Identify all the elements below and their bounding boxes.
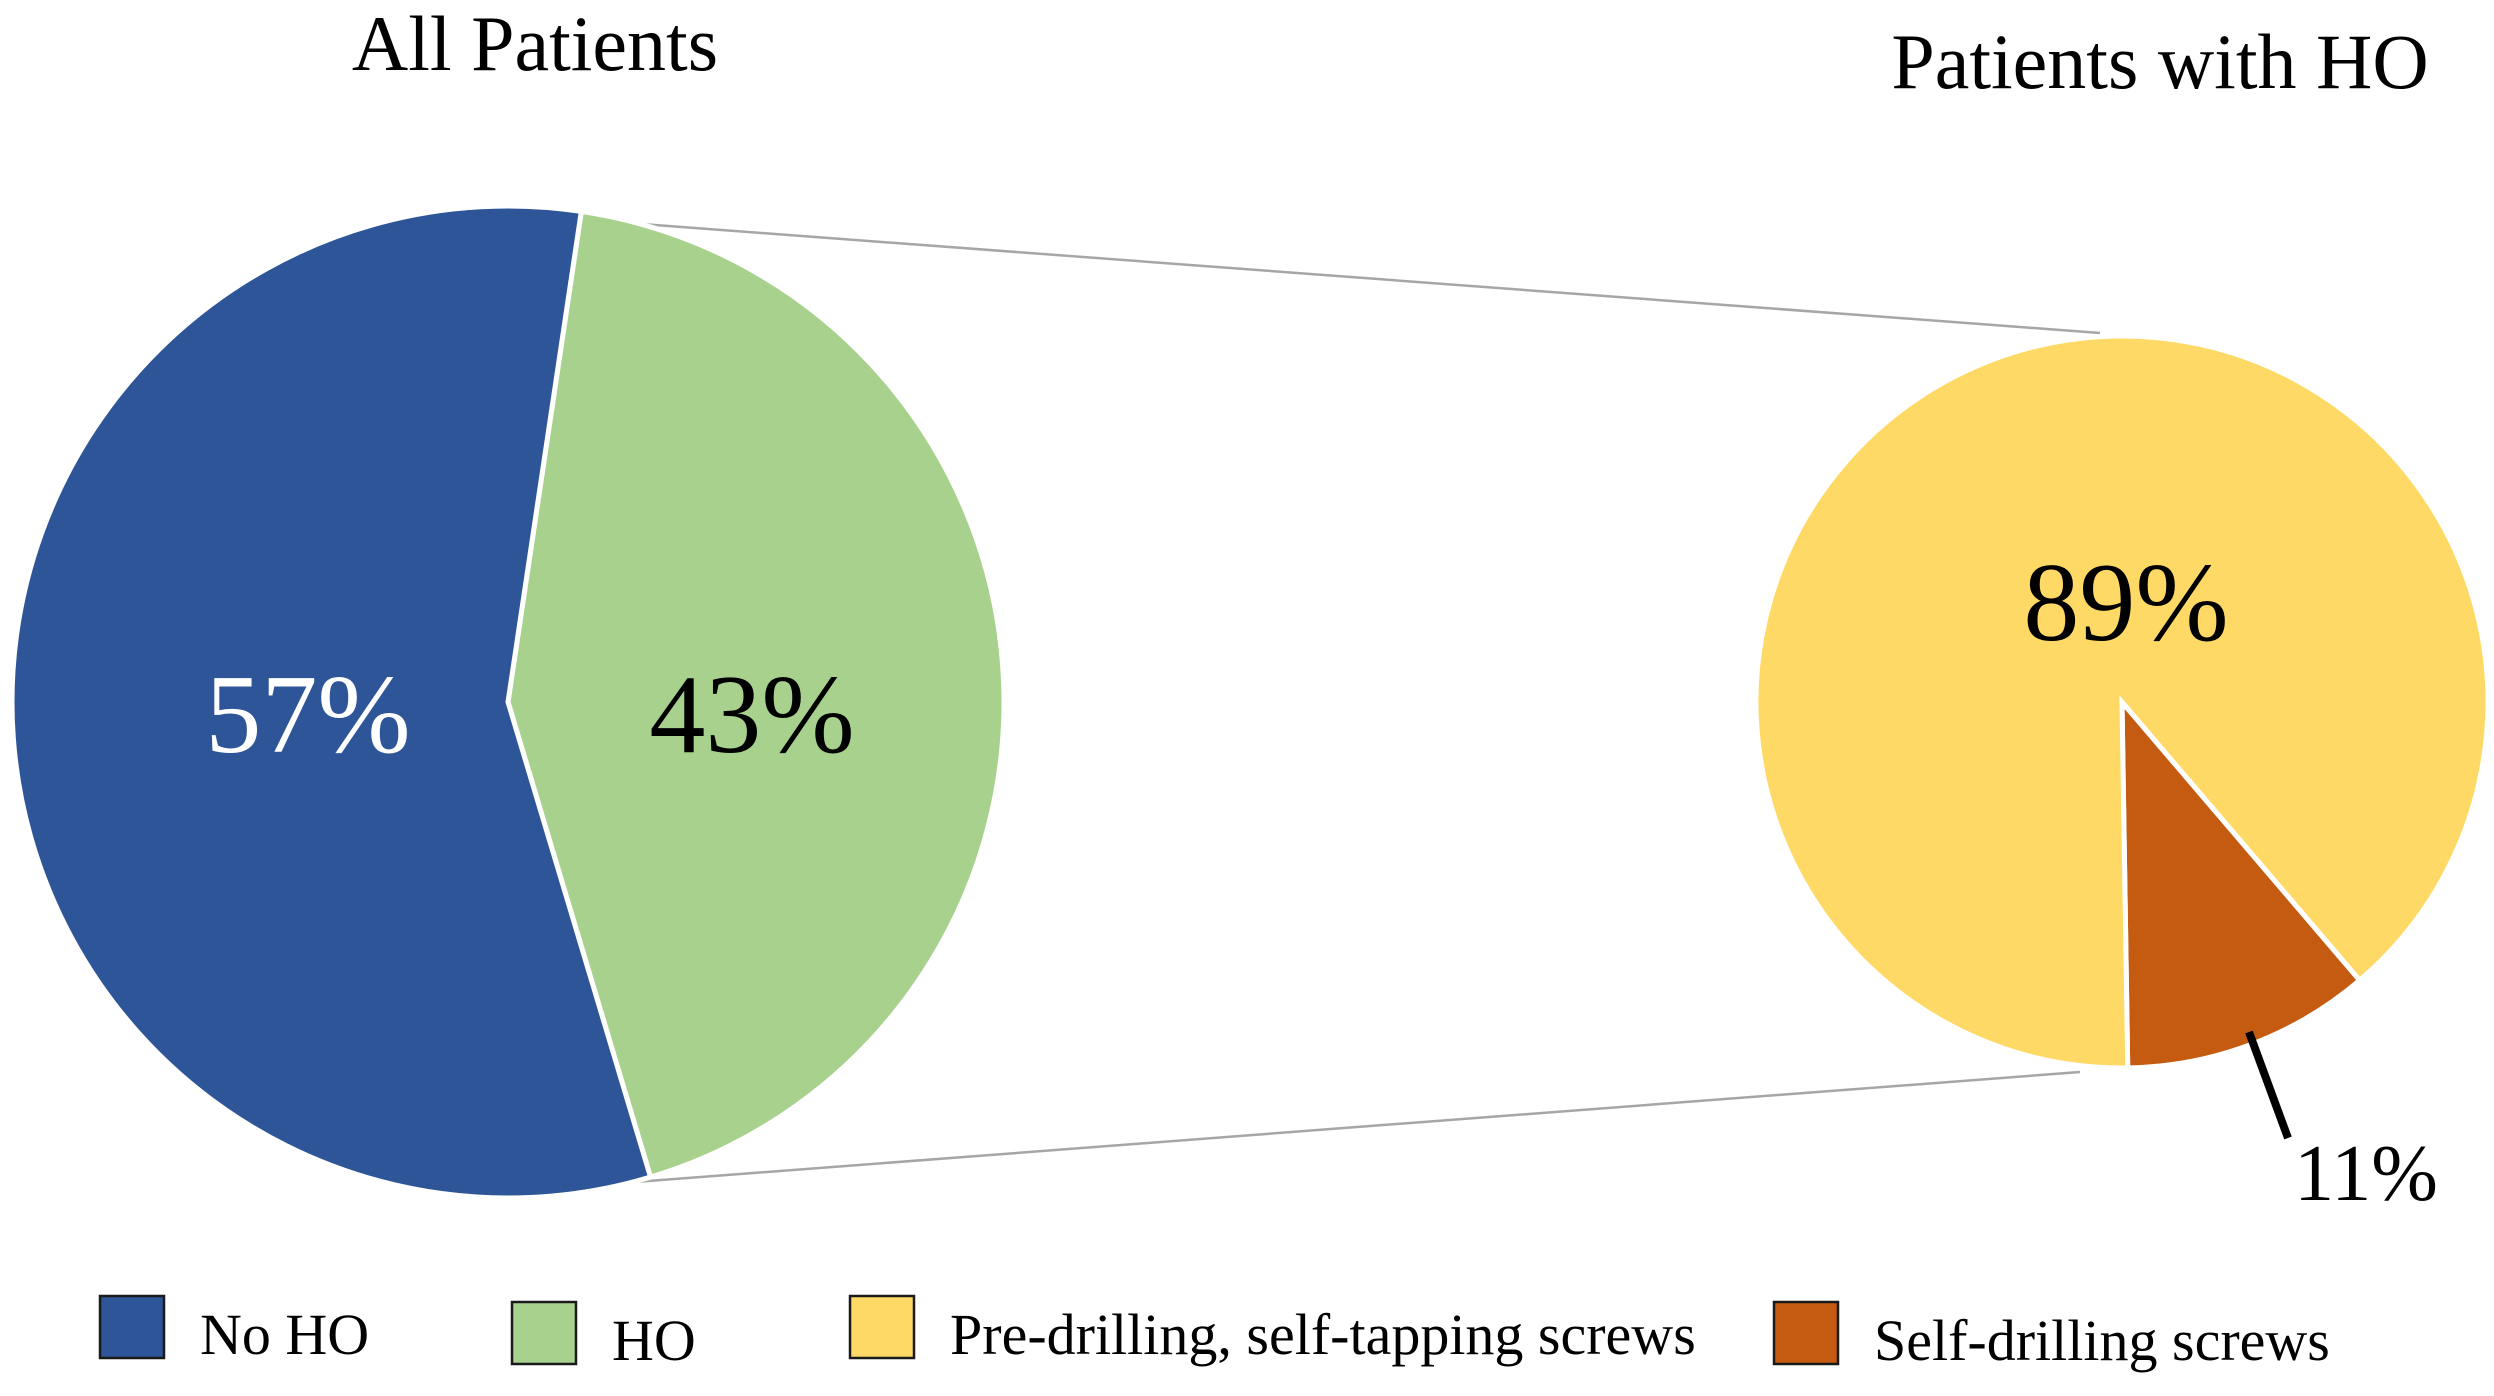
right-pie-title: Patients with HO	[1891, 18, 2428, 105]
legend-label-pre-drilling-self-tapping-screws: Pre-drilling, self-tapping screws	[950, 1302, 1696, 1367]
right-pie: 89% 11%	[1753, 333, 2491, 1218]
data-label-no-ho: 57%	[205, 653, 410, 777]
legend-label-no-ho: No HO	[200, 1302, 369, 1367]
connector-line-bottom	[595, 1070, 2081, 1187]
pie-slice-no-ho	[9, 203, 654, 1201]
data-label-self-drilling-screws: 11%	[2294, 1130, 2438, 1218]
legend-swatch-pre-drilling-self-tapping-screws	[848, 1294, 916, 1360]
data-label-ho: 43%	[649, 653, 854, 777]
legend-label-self-drilling-screws: Self-drilling screws	[1874, 1308, 2330, 1373]
legend-swatch-ho	[510, 1300, 578, 1366]
legend-swatch-no-ho	[98, 1294, 166, 1360]
legend-label-ho: HO	[612, 1308, 696, 1373]
pie-slice-pre-drilling-self-tapping-screws	[1753, 333, 2491, 1071]
legend: No HO HO Pre-drilling, self-tapping screws…	[98, 1294, 2330, 1373]
legend-swatch-self-drilling-screws	[1772, 1300, 1840, 1366]
pie-slice-ho	[505, 208, 1007, 1181]
data-label-pre-drilling-self-tapping-screws: 89%	[2023, 541, 2228, 665]
left-pie-title: All Patients	[352, 0, 718, 87]
small-slice-leader-line	[2245, 1030, 2292, 1140]
connector-line-top	[587, 218, 2101, 335]
left-pie: 57% 43%	[9, 203, 1007, 1201]
